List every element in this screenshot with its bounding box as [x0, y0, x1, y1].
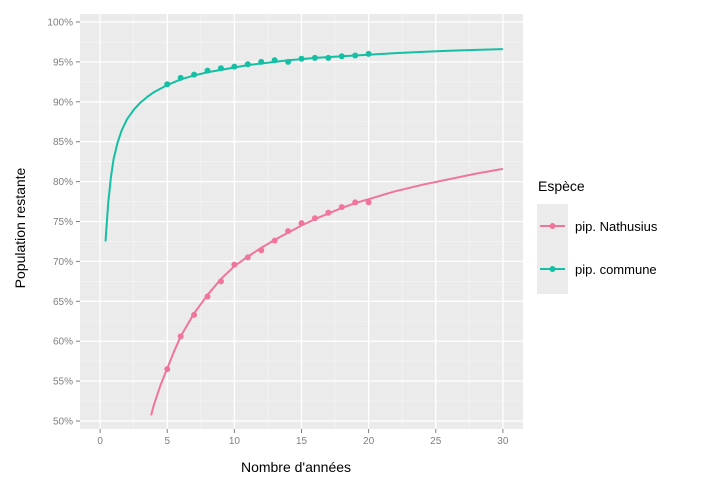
y-tick-label: 100%	[47, 17, 73, 28]
data-point	[311, 54, 318, 61]
data-point	[231, 261, 238, 268]
data-point	[204, 67, 211, 74]
y-tick-label: 70%	[53, 257, 73, 268]
data-point	[244, 61, 251, 68]
data-point	[325, 209, 332, 216]
x-tick-label: 20	[363, 436, 375, 447]
data-point	[352, 52, 359, 59]
data-point	[352, 199, 359, 206]
x-axis: 0 5 10 15 20 25 30	[97, 429, 509, 447]
y-axis-title: Population restante	[12, 167, 28, 288]
x-axis-title: Nombre d'années	[241, 459, 351, 475]
data-point	[177, 333, 184, 340]
legend-key-point	[549, 223, 556, 229]
legend-label: pip. Nathusius	[575, 219, 658, 234]
legend-label: pip. commune	[575, 262, 657, 277]
data-point	[217, 278, 224, 285]
data-point	[285, 58, 292, 65]
data-point	[191, 71, 198, 78]
y-tick-label: 95%	[53, 57, 73, 68]
data-point	[271, 57, 278, 64]
x-tick-label: 30	[497, 436, 509, 447]
data-point	[164, 366, 171, 373]
data-point	[365, 199, 372, 206]
y-tick-label: 65%	[53, 297, 73, 308]
x-tick-label: 0	[97, 436, 103, 447]
data-point	[191, 311, 198, 318]
x-tick-label: 15	[296, 436, 308, 447]
data-point	[231, 63, 238, 70]
series-layer	[104, 48, 504, 416]
data-point	[365, 50, 372, 57]
data-point	[258, 247, 265, 254]
legend: Espèce pip. Nathusius pip. commune	[537, 178, 658, 294]
legend-key-point	[549, 266, 556, 272]
y-tick-label: 80%	[53, 177, 73, 188]
data-point	[298, 220, 305, 227]
data-point	[311, 215, 318, 222]
y-tick-label: 50%	[53, 417, 73, 428]
data-point	[285, 228, 292, 235]
data-point	[244, 254, 251, 261]
x-tick-label: 10	[229, 436, 241, 447]
data-point	[217, 65, 224, 72]
x-tick-label: 5	[164, 436, 170, 447]
data-point	[204, 293, 211, 300]
y-tick-label: 85%	[53, 137, 73, 148]
data-point	[258, 58, 265, 65]
data-point	[164, 81, 171, 88]
y-tick-label: 90%	[53, 97, 73, 108]
y-tick-label: 75%	[53, 217, 73, 228]
x-tick-label: 25	[430, 436, 442, 447]
data-point	[338, 204, 345, 211]
data-point	[338, 53, 345, 60]
data-point	[325, 54, 332, 61]
y-tick-label: 60%	[53, 337, 73, 348]
legend-key-background	[537, 204, 568, 294]
y-tick-label: 55%	[53, 377, 73, 388]
data-point	[177, 74, 184, 81]
y-axis: 50% 55% 60% 65% 70% 75% 80% 85% 90% 95% 100%	[47, 17, 80, 428]
data-point	[298, 55, 305, 62]
legend-title: Espèce	[538, 178, 585, 194]
data-point	[271, 237, 278, 244]
